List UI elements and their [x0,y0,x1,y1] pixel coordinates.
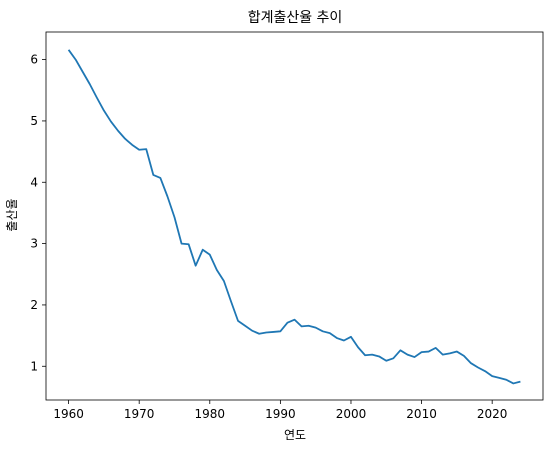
x-tick-label: 1970 [124,407,155,421]
plot-area [67,49,521,385]
x-tick-label: 1960 [53,407,84,421]
x-tick-label: 2010 [406,407,437,421]
plot-frame [45,31,544,401]
y-tick-label: 1 [30,359,38,373]
y-tick-label: 5 [30,114,38,128]
y-tick-label: 3 [30,237,38,251]
series-line [67,49,521,385]
y-axis-label: 출산율 [5,198,19,231]
y-axis-ticks: 1 2 3 4 5 6 [30,53,46,373]
x-tick-label: 2000 [336,407,367,421]
x-tick-label: 2020 [477,407,508,421]
y-tick-label: 6 [30,53,38,67]
x-axis-label: 연도 [284,428,306,442]
x-tick-label: 1990 [265,407,296,421]
x-axis-ticks: 1960 1970 1980 1990 2000 2010 2020 [53,400,507,421]
chart-title: 합계출산율 추이 [248,10,343,26]
y-tick-label: 4 [30,175,38,189]
x-tick-label: 1980 [195,407,226,421]
y-tick-label: 2 [30,298,38,312]
